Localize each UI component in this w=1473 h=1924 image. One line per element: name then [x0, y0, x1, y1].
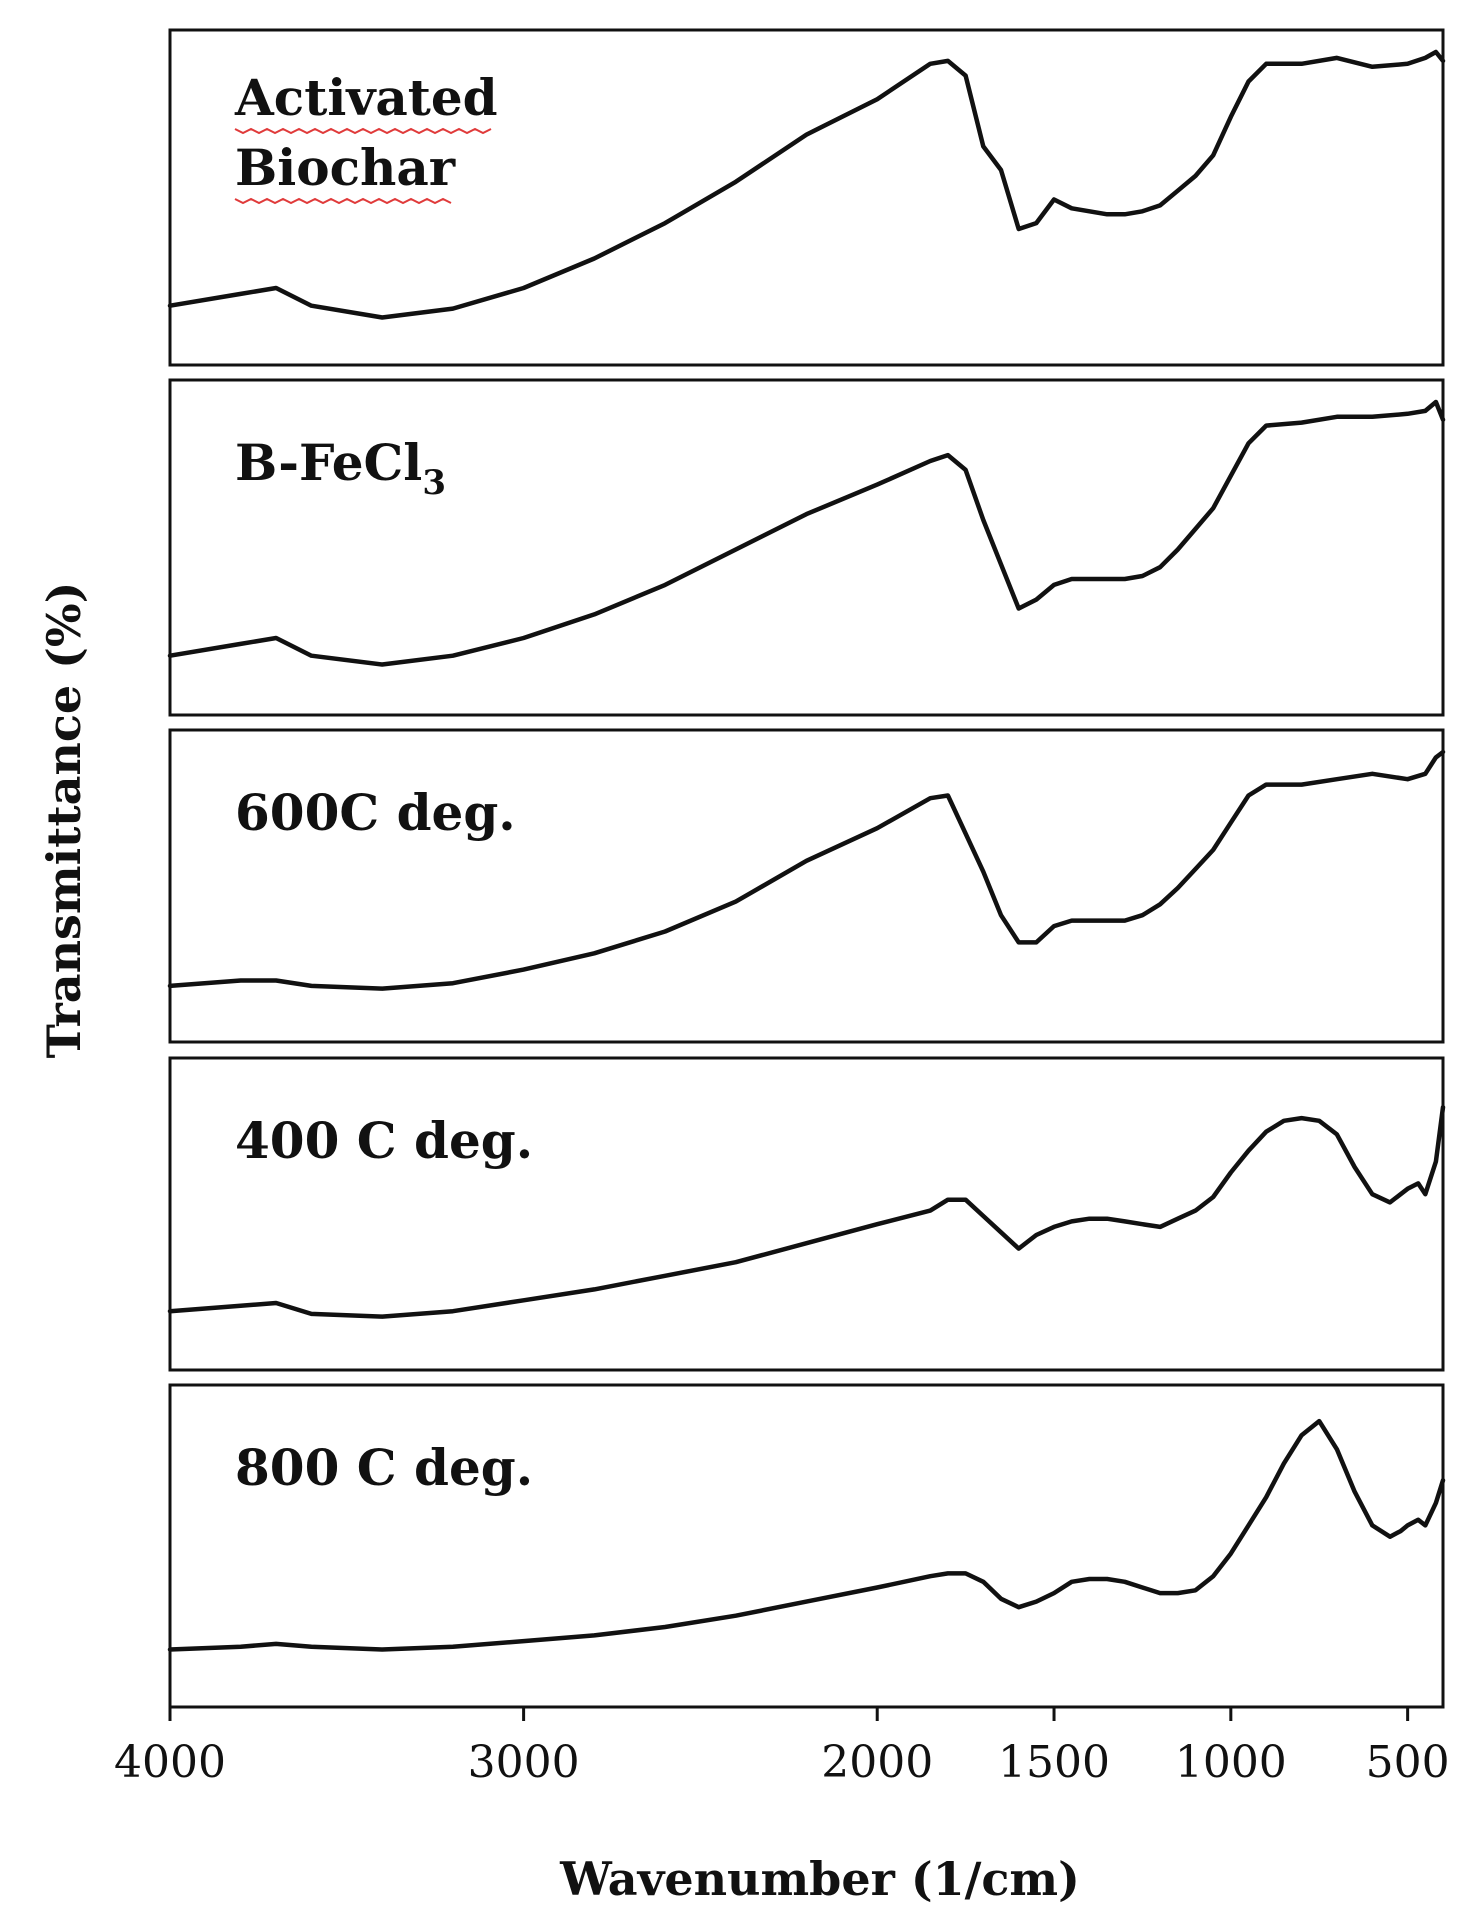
panel-label: 600C deg. — [235, 783, 516, 842]
spectrum-panel-5: 800 C deg. — [167, 1383, 1446, 1709]
spectrum-line — [167, 749, 1446, 991]
panel-frame — [168, 1056, 1445, 1372]
x-tick-label: 1500 — [998, 1737, 1110, 1788]
x-tick-label: 2000 — [821, 1737, 933, 1788]
spectrum-panel-2: B-FeCl3 — [167, 378, 1446, 717]
spectrum-line — [167, 1104, 1446, 1319]
spectrum-panel-1: Activated Biochar — [167, 28, 1446, 367]
spellcheck-underline — [234, 197, 452, 205]
spectrum-panel-4: 400 C deg. — [167, 1056, 1446, 1372]
spectrum-panel-3: 600C deg. — [167, 728, 1446, 1044]
y-axis-title: Transmittance (%) — [37, 582, 91, 1059]
x-tick-label: 4000 — [114, 1737, 226, 1788]
panel-label-subscript: 3 — [422, 463, 446, 503]
x-axis-title: Wavenumber (1/cm) — [559, 1852, 1080, 1906]
panel-label: Biochar — [235, 138, 456, 197]
panel-frame — [168, 728, 1445, 1044]
spectrum-line — [167, 399, 1446, 667]
panel-frame — [168, 1383, 1445, 1709]
x-tick-label: 500 — [1366, 1737, 1450, 1788]
panel-label: 400 C deg. — [235, 1111, 533, 1170]
panel-label: 800 C deg. — [235, 1438, 533, 1497]
x-axis: 4000 3000 2000 1500 1000 500 — [114, 1705, 1450, 1788]
x-tick-label: 1000 — [1175, 1737, 1287, 1788]
panel-frame — [168, 28, 1445, 367]
panels-layer: Activated Biochar B-FeCl3 600C deg. 400 C de… — [167, 28, 1446, 1709]
x-tick-label: 3000 — [468, 1737, 580, 1788]
panel-frame — [168, 378, 1445, 717]
spellcheck-underline — [234, 127, 492, 135]
spectrum-line — [167, 1418, 1446, 1652]
spectrum-line — [167, 49, 1446, 320]
panel-label: Activated — [234, 68, 498, 127]
panel-label: B-FeCl3 — [235, 433, 446, 503]
